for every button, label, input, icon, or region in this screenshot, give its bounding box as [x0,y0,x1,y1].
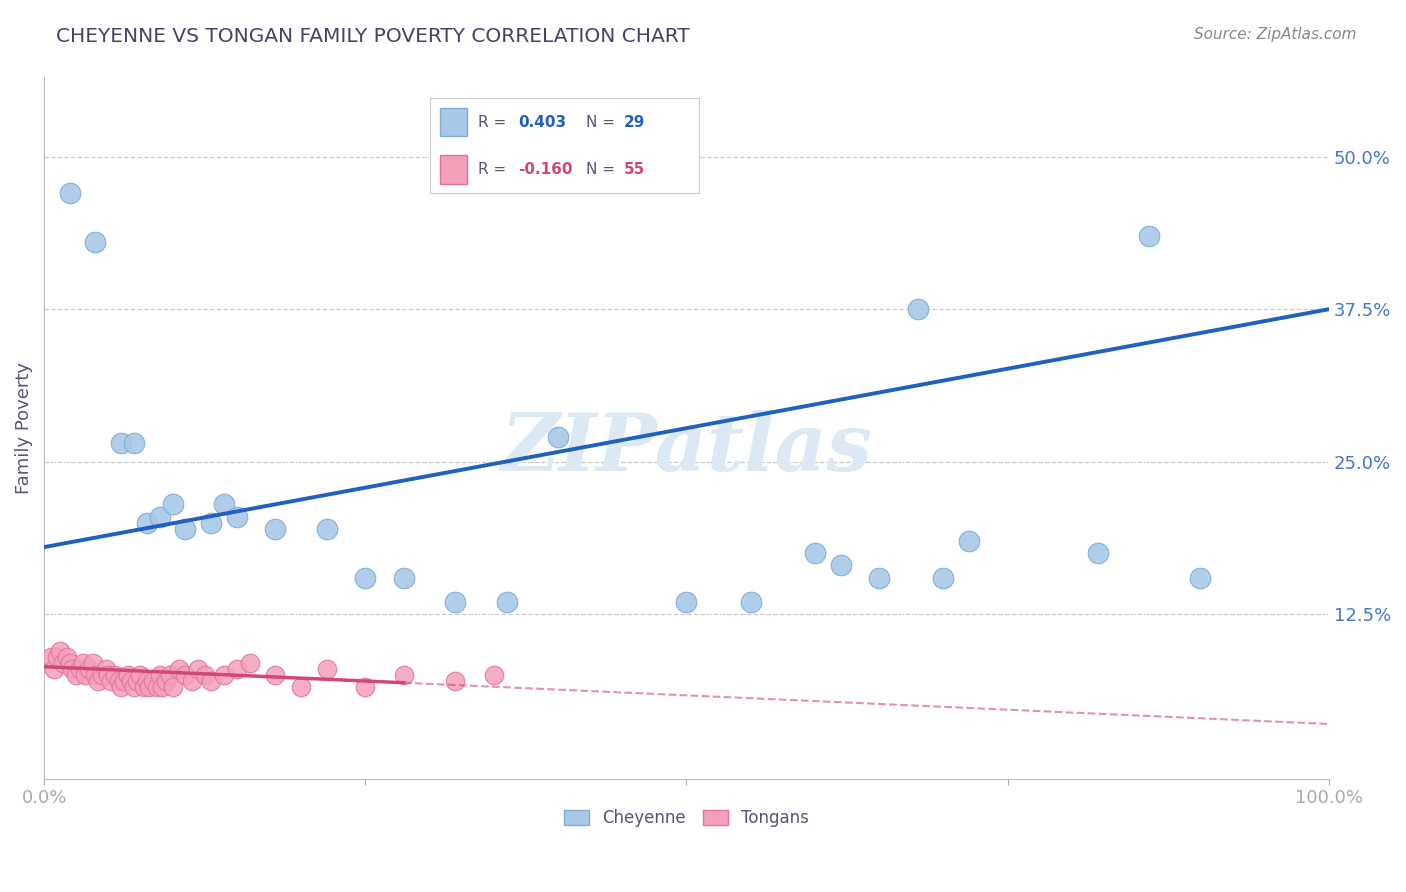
Point [1189,571,1212,585]
Point [315,522,337,536]
Point [44,662,66,676]
Point [122,436,145,450]
Point [200,516,222,530]
Point [225,662,247,676]
Point [907,302,929,317]
Point [75,668,97,682]
Point [804,546,827,560]
Point [957,534,980,549]
Point [150,681,173,695]
Point [39,649,62,664]
Point [932,571,955,585]
Point [135,516,157,530]
Point [142,674,165,689]
Point [84,235,107,249]
Point [129,668,152,682]
Point [134,681,156,695]
Point [239,656,262,670]
Point [138,681,160,695]
Point [315,662,337,676]
Point [117,668,139,682]
Point [194,668,217,682]
Y-axis label: Family Poverty: Family Poverty [15,362,32,494]
Text: ZIPatlas: ZIPatlas [501,410,873,488]
Point [146,681,169,695]
Point [444,595,467,609]
Point [212,668,235,682]
Point [675,595,697,609]
Point [547,430,569,444]
Point [46,649,69,664]
Point [149,668,172,682]
Point [65,668,87,682]
Point [48,644,70,658]
Point [94,662,117,676]
Point [444,674,467,689]
Point [60,662,83,676]
Point [112,674,135,689]
Point [69,662,91,676]
Point [264,668,287,682]
Point [149,509,172,524]
Point [180,674,202,689]
Point [56,649,79,664]
Point [868,571,890,585]
Text: CHEYENNE VS TONGAN FAMILY POVERTY CORRELATION CHART: CHEYENNE VS TONGAN FAMILY POVERTY CORREL… [56,27,690,45]
Point [392,668,415,682]
Point [200,674,222,689]
Point [482,668,505,682]
Point [1087,546,1109,560]
Point [100,674,122,689]
Point [162,681,184,695]
Point [59,656,82,670]
Point [212,498,235,512]
Point [125,674,148,689]
Point [354,681,377,695]
Point [90,668,112,682]
Point [174,668,197,682]
Point [107,674,129,689]
Point [1137,229,1160,244]
Point [82,656,104,670]
Point [162,498,184,512]
Point [354,571,377,585]
Point [264,522,287,536]
Point [52,656,75,670]
Point [122,681,145,695]
Point [97,668,120,682]
Point [740,595,762,609]
Point [110,681,132,695]
Point [104,668,127,682]
Point [159,668,181,682]
Point [84,668,107,682]
Point [290,681,312,695]
Text: Source: ZipAtlas.com: Source: ZipAtlas.com [1194,27,1357,42]
Point [72,656,94,670]
Point [155,674,177,689]
Point [187,662,209,676]
Point [174,522,197,536]
Point [830,558,852,573]
Point [167,662,190,676]
Point [225,509,247,524]
Point [392,571,415,585]
Point [121,674,143,689]
Point [59,186,82,201]
Legend: Cheyenne, Tongans: Cheyenne, Tongans [557,803,815,834]
Point [110,436,132,450]
Point [77,662,100,676]
Point [135,674,157,689]
Point [495,595,517,609]
Point [87,674,110,689]
